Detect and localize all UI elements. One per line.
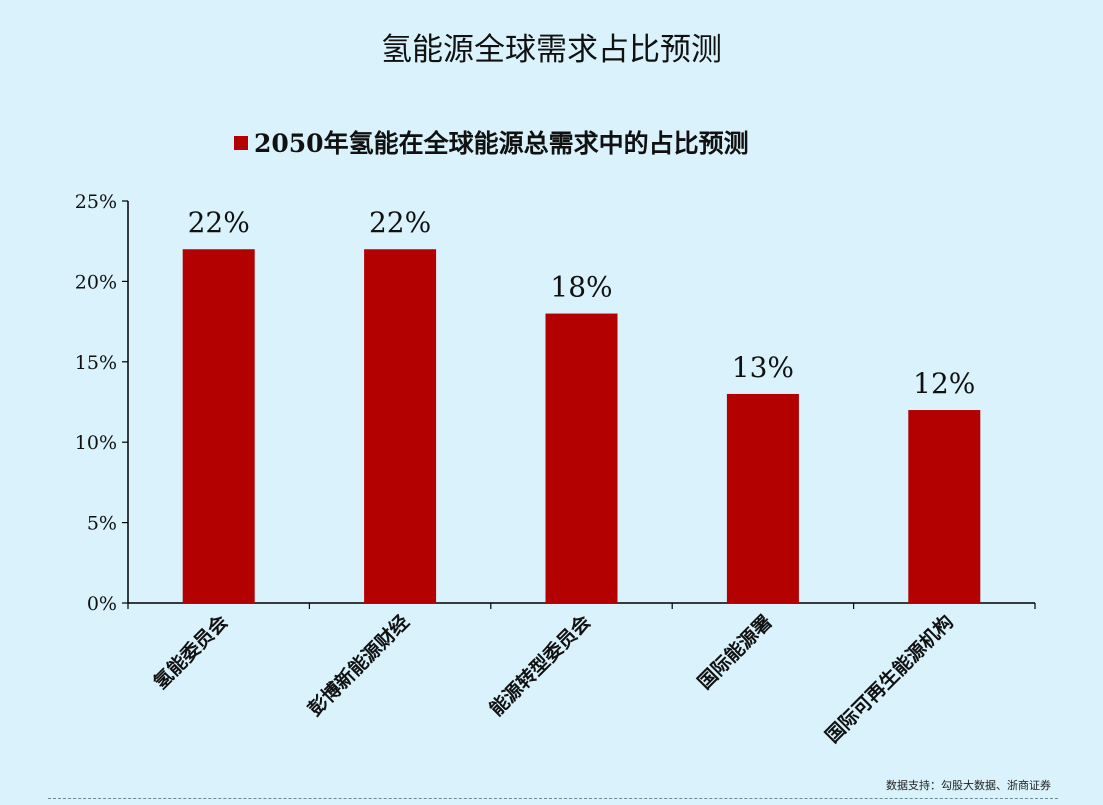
category-label-5: 国际可再生能源机构 [821, 610, 958, 747]
x-axis-labels: 氢能委员会 彭博新能源财经 能源转型委员会 国际能源署 国际可再生能源机构 [149, 610, 958, 747]
bars [182, 249, 981, 604]
data-label-3: 18% [550, 271, 612, 304]
y-tick-label: 25% [75, 191, 117, 213]
y-tick-label: 20% [75, 271, 117, 293]
bottom-divider [48, 798, 1058, 799]
bar-5 [908, 410, 981, 603]
y-tick-label: 0% [87, 593, 117, 615]
page-title: 氢能源全球需求占比预测 [381, 32, 722, 68]
data-label-4: 13% [732, 351, 794, 384]
category-label-3: 能源转型委员会 [485, 610, 595, 720]
y-tick-label: 15% [75, 352, 117, 374]
category-label-2: 彭博新能源财经 [303, 610, 413, 720]
data-label-2: 22% [369, 206, 431, 239]
category-label-1: 氢能委员会 [149, 610, 232, 693]
legend-swatch [234, 136, 248, 150]
category-label-4: 国际能源署 [693, 610, 776, 693]
y-tick-label: 5% [87, 513, 117, 535]
data-label-1: 22% [188, 206, 250, 239]
data-labels: 22% 22% 18% 13% 12% [188, 206, 976, 400]
bar-4 [726, 393, 799, 603]
legend-label: 2050年氢能在全球能源总需求中的占比预测 [254, 129, 749, 158]
bar-3 [545, 313, 618, 603]
legend: 2050年氢能在全球能源总需求中的占比预测 [234, 129, 749, 158]
source-note: 数据支持：勾股大数据、浙商证券 [886, 779, 1051, 792]
y-axis-ticks: 0% 5% 10% 15% 20% 25% [75, 191, 128, 615]
y-tick-label: 10% [75, 432, 117, 454]
data-label-5: 12% [913, 367, 975, 400]
bar-1 [182, 249, 255, 604]
bar-2 [364, 249, 437, 604]
